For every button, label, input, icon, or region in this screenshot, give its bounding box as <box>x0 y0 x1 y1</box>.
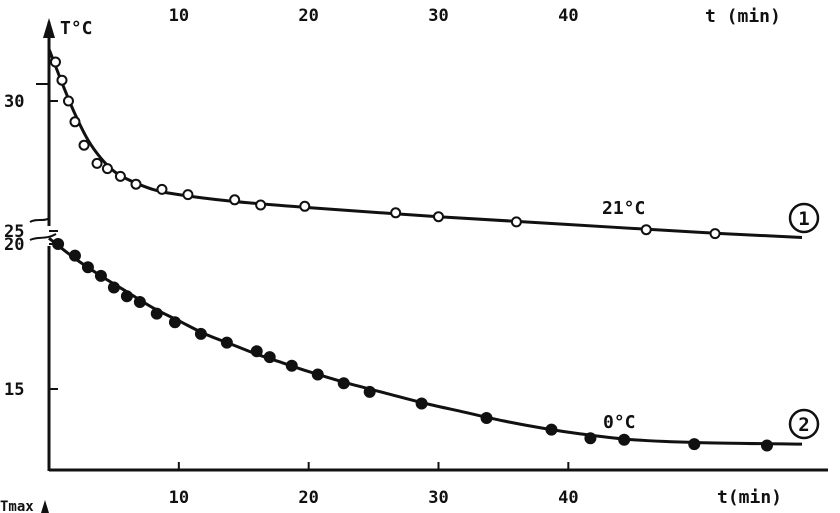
series-2-point <box>133 296 146 308</box>
series-2-point <box>120 290 133 303</box>
series-1-point <box>114 170 126 182</box>
axis-break-marks <box>29 217 57 241</box>
series-2-point <box>107 281 120 294</box>
series-1-point <box>390 207 402 219</box>
series-layer: 21°C 1 0°C 2 <box>47 48 820 452</box>
top-x-tick-labels: 10 20 30 40 <box>169 6 579 26</box>
series-1-badge: 1 <box>798 208 809 230</box>
series-2-point <box>81 261 94 274</box>
series-2-point <box>220 336 233 349</box>
bottom-y-axis-arrow-icon <box>41 500 49 513</box>
bottom-x-axis-label: t(min) <box>717 487 782 508</box>
series-1-point <box>640 224 652 236</box>
series-2-point <box>194 327 207 340</box>
series-2-point <box>618 433 631 446</box>
series-1-point <box>510 216 522 228</box>
series-2-badge-circle <box>788 408 820 440</box>
bottom-x-tick-label: 20 <box>298 488 318 508</box>
series-2-point <box>250 345 263 358</box>
series-2-point <box>311 368 324 381</box>
series-2-point <box>760 439 773 452</box>
series-1-point <box>56 74 68 86</box>
top-x-tick-label: 10 <box>169 6 189 26</box>
top-x-tick-label: 40 <box>558 6 578 26</box>
series-1-point <box>709 228 721 240</box>
series-2-point <box>94 269 107 282</box>
bottom-x-tick-label: 40 <box>558 488 578 508</box>
series-2-point <box>337 377 350 390</box>
series-1-point <box>156 183 168 195</box>
bottom-y-tick-label: 20 <box>4 235 24 255</box>
series-2-point <box>584 432 597 445</box>
bottom-y-tick-label: 15 <box>4 380 24 400</box>
top-y-ticks: 30 25 <box>4 92 58 242</box>
series-2-point <box>150 307 163 320</box>
series-2-point <box>52 238 65 250</box>
series-1-badge-circle <box>788 202 820 234</box>
top-y-tick-label: 30 <box>4 92 24 112</box>
top-y-axis-label: T°C <box>60 18 93 39</box>
series-2-point <box>263 351 276 364</box>
series-2-point <box>545 423 558 436</box>
series-2-curve <box>48 237 803 446</box>
series-1-point <box>182 189 194 201</box>
bottom-x-tick-label: 30 <box>428 488 448 508</box>
series-1-point <box>49 56 61 68</box>
series-2-point <box>363 385 376 398</box>
series-1-point <box>62 95 74 107</box>
series-2-point <box>68 249 81 262</box>
series-1-point <box>91 157 103 169</box>
top-x-axis-label: t (min) <box>705 6 781 27</box>
series-1-point <box>229 194 241 206</box>
series-2-point <box>285 359 298 372</box>
series-1-point <box>130 178 142 190</box>
top-x-tick-label: 30 <box>428 6 448 26</box>
series-2: 0°C 2 <box>48 237 820 452</box>
top-y-tick-label: 25 <box>4 222 24 242</box>
series-2-badge: 2 <box>798 414 809 436</box>
series-1-point <box>433 211 444 223</box>
bottom-x-tick-label: 10 <box>169 488 189 508</box>
series-1-point <box>69 116 81 128</box>
series-1-curve <box>47 48 803 239</box>
bottom-y-axis-label: Tmax <box>0 499 34 513</box>
top-y-axis-arrow-icon <box>43 18 55 38</box>
top-x-tick-label: 20 <box>298 6 318 26</box>
series-2-label: 0°C <box>603 412 636 433</box>
bottom-x-ticks: 10 20 30 40 <box>169 462 579 508</box>
series-1-point <box>78 139 90 151</box>
series-2-point <box>168 316 181 329</box>
series-1: 21°C 1 <box>47 48 820 240</box>
series-2-point <box>480 412 493 424</box>
series-1-point <box>101 163 113 175</box>
series-2-point <box>688 438 701 451</box>
series-2-point <box>415 397 428 410</box>
top-panel: T°C t (min) 10 20 30 40 30 25 <box>4 6 781 242</box>
series-1-point <box>255 199 267 211</box>
series-1-point <box>299 200 311 212</box>
series-1-label: 21°C <box>602 198 645 219</box>
